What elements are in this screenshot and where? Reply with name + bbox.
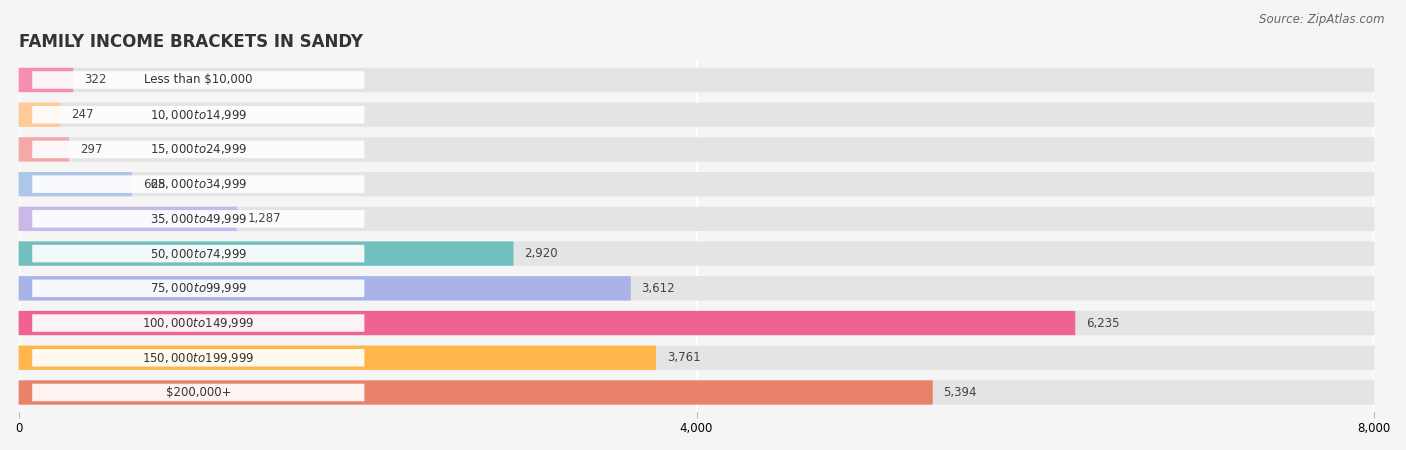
FancyBboxPatch shape (18, 137, 69, 162)
FancyBboxPatch shape (18, 68, 73, 92)
Text: 5,394: 5,394 (943, 386, 977, 399)
FancyBboxPatch shape (18, 311, 1375, 335)
FancyBboxPatch shape (32, 176, 364, 193)
Text: $150,000 to $199,999: $150,000 to $199,999 (142, 351, 254, 365)
FancyBboxPatch shape (18, 380, 932, 405)
FancyBboxPatch shape (32, 279, 364, 297)
Text: 322: 322 (84, 73, 107, 86)
FancyBboxPatch shape (18, 380, 1375, 405)
FancyBboxPatch shape (18, 242, 513, 266)
FancyBboxPatch shape (18, 172, 1375, 196)
Text: $100,000 to $149,999: $100,000 to $149,999 (142, 316, 254, 330)
FancyBboxPatch shape (32, 384, 364, 401)
FancyBboxPatch shape (18, 207, 1375, 231)
Text: $35,000 to $49,999: $35,000 to $49,999 (149, 212, 247, 226)
FancyBboxPatch shape (18, 346, 657, 370)
Text: $200,000+: $200,000+ (166, 386, 231, 399)
FancyBboxPatch shape (18, 103, 60, 127)
FancyBboxPatch shape (18, 137, 1375, 162)
Text: $25,000 to $34,999: $25,000 to $34,999 (149, 177, 247, 191)
Text: $10,000 to $14,999: $10,000 to $14,999 (149, 108, 247, 122)
Text: $75,000 to $99,999: $75,000 to $99,999 (149, 281, 247, 295)
FancyBboxPatch shape (32, 210, 364, 228)
Text: 3,612: 3,612 (641, 282, 675, 295)
FancyBboxPatch shape (18, 276, 1375, 301)
FancyBboxPatch shape (32, 141, 364, 158)
Text: 297: 297 (80, 143, 103, 156)
FancyBboxPatch shape (18, 346, 1375, 370)
FancyBboxPatch shape (18, 276, 631, 301)
Text: 2,920: 2,920 (524, 247, 558, 260)
Text: 1,287: 1,287 (247, 212, 281, 225)
FancyBboxPatch shape (32, 106, 364, 123)
FancyBboxPatch shape (18, 207, 236, 231)
Text: 3,761: 3,761 (666, 351, 700, 364)
FancyBboxPatch shape (18, 68, 1375, 92)
Text: 668: 668 (143, 178, 165, 191)
FancyBboxPatch shape (18, 172, 132, 196)
Text: 6,235: 6,235 (1085, 316, 1119, 329)
Text: $50,000 to $74,999: $50,000 to $74,999 (149, 247, 247, 261)
FancyBboxPatch shape (18, 242, 1375, 266)
FancyBboxPatch shape (18, 103, 1375, 127)
FancyBboxPatch shape (32, 349, 364, 366)
FancyBboxPatch shape (32, 71, 364, 89)
FancyBboxPatch shape (18, 311, 1076, 335)
FancyBboxPatch shape (32, 314, 364, 332)
Text: 247: 247 (72, 108, 94, 121)
Text: $15,000 to $24,999: $15,000 to $24,999 (149, 143, 247, 157)
Text: FAMILY INCOME BRACKETS IN SANDY: FAMILY INCOME BRACKETS IN SANDY (18, 33, 363, 51)
FancyBboxPatch shape (32, 245, 364, 262)
Text: Source: ZipAtlas.com: Source: ZipAtlas.com (1260, 14, 1385, 27)
Text: Less than $10,000: Less than $10,000 (143, 73, 253, 86)
